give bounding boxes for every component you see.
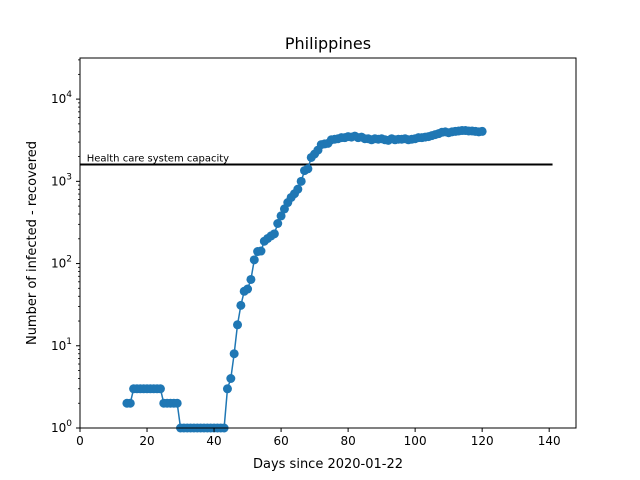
data-point (243, 284, 253, 294)
x-tick-label: 80 (340, 434, 355, 448)
x-tick-label: 140 (538, 434, 561, 448)
y-tick-label: 104 (51, 90, 72, 106)
data-point (233, 320, 243, 330)
data-point (236, 300, 246, 310)
y-tick-label: 101 (51, 337, 72, 353)
data-point (125, 398, 135, 408)
data-point (226, 373, 236, 383)
data-point (303, 164, 313, 174)
data-point (249, 255, 259, 265)
x-tick-label: 100 (404, 434, 427, 448)
x-tick-label: 120 (471, 434, 494, 448)
axes-frame (79, 57, 577, 429)
data-point (273, 219, 283, 229)
x-tick-label: 0 (76, 434, 84, 448)
x-tick-label: 40 (206, 434, 221, 448)
y-axis-label: Number of infected - recovered (25, 141, 40, 345)
data-point (477, 126, 487, 136)
data-point (172, 398, 182, 408)
y-tick-label: 100 (51, 419, 72, 435)
data-point (256, 246, 266, 256)
data-point (246, 274, 256, 284)
data-point (222, 384, 232, 394)
data-point (296, 176, 306, 186)
y-tick-label: 103 (51, 172, 72, 188)
x-tick-label: 60 (273, 434, 288, 448)
x-axis: 0 20 40 60 80 100 120 140 (76, 428, 561, 448)
y-axis: 100 101 102 103 104 (51, 59, 80, 435)
chart-title: Philippines (285, 34, 371, 53)
x-tick-label: 20 (139, 434, 154, 448)
y-tick-label: 102 (51, 255, 72, 271)
data-point (276, 211, 286, 221)
x-axis-label: Days since 2020-01-22 (253, 457, 403, 472)
data-point (229, 349, 239, 359)
capacity-label: Health care system capacity (87, 154, 229, 165)
data-point (155, 384, 165, 394)
plot-area: Health care system capacity (80, 126, 553, 433)
data-point (269, 229, 279, 239)
data-point (293, 184, 303, 194)
